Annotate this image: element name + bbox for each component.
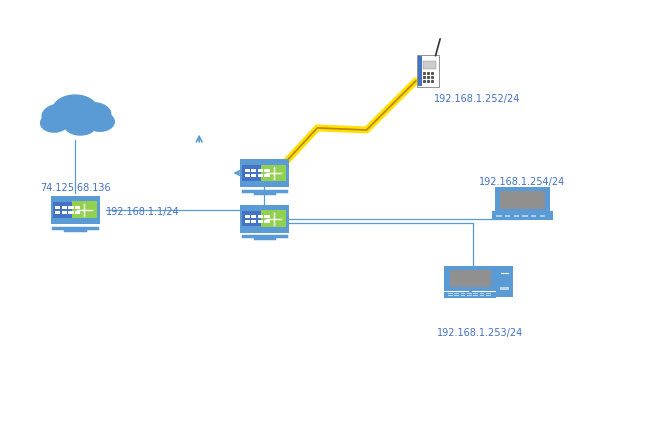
FancyBboxPatch shape — [417, 56, 439, 88]
FancyBboxPatch shape — [258, 170, 263, 173]
FancyBboxPatch shape — [486, 295, 490, 296]
FancyBboxPatch shape — [261, 165, 286, 182]
Text: 192.168.1.1/24: 192.168.1.1/24 — [106, 207, 180, 216]
FancyBboxPatch shape — [51, 196, 99, 225]
FancyBboxPatch shape — [418, 56, 422, 87]
FancyBboxPatch shape — [496, 266, 513, 298]
Circle shape — [40, 115, 68, 133]
FancyBboxPatch shape — [244, 170, 249, 173]
FancyBboxPatch shape — [460, 295, 465, 296]
FancyBboxPatch shape — [467, 293, 471, 294]
FancyBboxPatch shape — [244, 215, 249, 218]
FancyBboxPatch shape — [244, 220, 249, 224]
FancyBboxPatch shape — [448, 295, 453, 296]
FancyBboxPatch shape — [55, 212, 61, 215]
FancyBboxPatch shape — [52, 203, 83, 218]
FancyBboxPatch shape — [71, 202, 97, 219]
FancyBboxPatch shape — [448, 293, 453, 294]
FancyBboxPatch shape — [496, 216, 502, 217]
FancyBboxPatch shape — [261, 211, 286, 227]
FancyBboxPatch shape — [75, 207, 80, 210]
FancyBboxPatch shape — [454, 293, 459, 294]
FancyBboxPatch shape — [251, 175, 257, 178]
Text: 192.168.1.252/24: 192.168.1.252/24 — [434, 93, 520, 103]
Text: 192.168.1.253/24: 192.168.1.253/24 — [437, 328, 523, 338]
FancyBboxPatch shape — [264, 170, 270, 173]
FancyBboxPatch shape — [69, 207, 74, 210]
Circle shape — [42, 105, 79, 129]
Circle shape — [86, 113, 114, 132]
FancyBboxPatch shape — [444, 292, 496, 298]
FancyBboxPatch shape — [540, 216, 545, 217]
FancyBboxPatch shape — [500, 287, 509, 291]
FancyBboxPatch shape — [46, 120, 104, 129]
FancyBboxPatch shape — [258, 215, 263, 218]
Text: 74.125.68.136: 74.125.68.136 — [40, 183, 110, 193]
FancyBboxPatch shape — [444, 266, 496, 292]
FancyBboxPatch shape — [244, 175, 249, 178]
FancyBboxPatch shape — [62, 212, 67, 215]
FancyBboxPatch shape — [460, 293, 465, 294]
FancyBboxPatch shape — [240, 205, 289, 233]
FancyBboxPatch shape — [486, 293, 490, 294]
FancyBboxPatch shape — [492, 212, 553, 220]
FancyBboxPatch shape — [264, 175, 270, 178]
Circle shape — [53, 96, 97, 125]
FancyBboxPatch shape — [480, 293, 485, 294]
FancyBboxPatch shape — [454, 295, 459, 296]
FancyBboxPatch shape — [55, 207, 61, 210]
FancyBboxPatch shape — [514, 216, 519, 217]
FancyBboxPatch shape — [480, 295, 485, 296]
FancyBboxPatch shape — [62, 207, 67, 210]
FancyBboxPatch shape — [522, 216, 528, 217]
FancyBboxPatch shape — [251, 215, 257, 218]
Circle shape — [64, 114, 97, 136]
FancyBboxPatch shape — [467, 295, 471, 296]
Circle shape — [76, 103, 111, 127]
FancyBboxPatch shape — [264, 215, 270, 218]
FancyBboxPatch shape — [240, 159, 289, 187]
FancyBboxPatch shape — [473, 293, 478, 294]
FancyBboxPatch shape — [422, 62, 436, 70]
FancyBboxPatch shape — [473, 295, 478, 296]
FancyBboxPatch shape — [449, 270, 491, 288]
FancyBboxPatch shape — [531, 216, 536, 217]
FancyBboxPatch shape — [505, 216, 510, 217]
FancyBboxPatch shape — [75, 212, 80, 215]
FancyBboxPatch shape — [258, 175, 263, 178]
FancyBboxPatch shape — [69, 212, 74, 215]
Text: 192.168.1.254/24: 192.168.1.254/24 — [479, 177, 565, 187]
FancyBboxPatch shape — [242, 211, 272, 227]
FancyBboxPatch shape — [251, 220, 257, 224]
FancyBboxPatch shape — [251, 170, 257, 173]
FancyBboxPatch shape — [242, 166, 272, 181]
FancyBboxPatch shape — [264, 220, 270, 224]
FancyBboxPatch shape — [500, 191, 545, 210]
FancyBboxPatch shape — [495, 188, 550, 214]
FancyBboxPatch shape — [258, 220, 263, 224]
